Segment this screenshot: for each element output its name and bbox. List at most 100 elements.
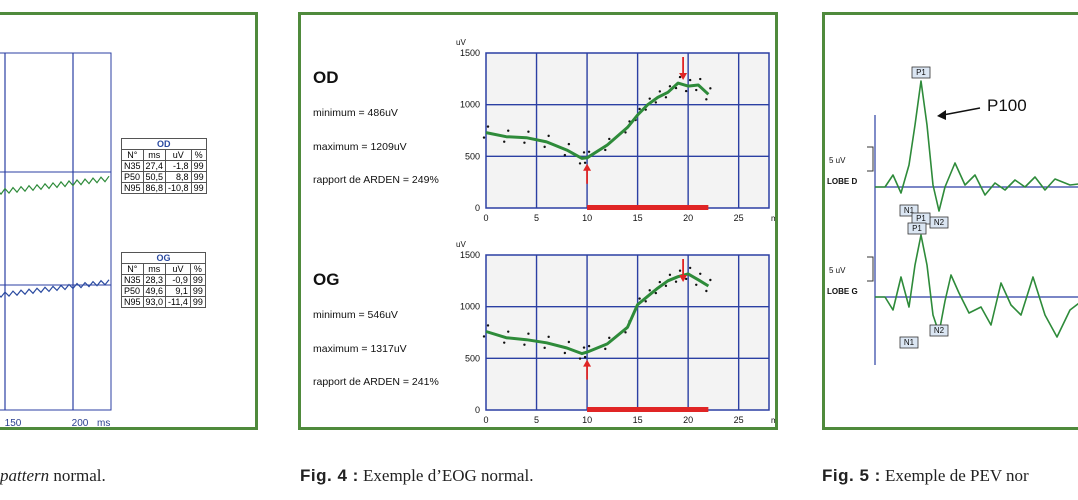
data-point bbox=[695, 88, 698, 92]
data-point bbox=[486, 324, 490, 327]
table-cell: 99 bbox=[189, 285, 206, 297]
data-point bbox=[658, 90, 662, 93]
table-cell: 99 bbox=[189, 274, 206, 286]
scale-bracket bbox=[867, 256, 874, 282]
data-point bbox=[709, 278, 712, 282]
data-point bbox=[705, 289, 708, 293]
data-point bbox=[664, 96, 668, 99]
table-header: ms bbox=[142, 149, 167, 161]
data-point bbox=[654, 101, 658, 104]
y-tick-label: 0 bbox=[475, 203, 480, 213]
data-point bbox=[486, 125, 490, 128]
data-point bbox=[527, 130, 530, 133]
data-point bbox=[583, 355, 587, 359]
data-point bbox=[587, 344, 591, 348]
peak-label: P1 bbox=[916, 68, 926, 77]
data-point bbox=[699, 272, 702, 275]
figure3-plot: 150 200 ms bbox=[0, 52, 112, 429]
y-tick-label: 1500 bbox=[460, 48, 480, 58]
data-point bbox=[567, 142, 571, 146]
data-point bbox=[543, 346, 546, 350]
series-line bbox=[485, 81, 710, 160]
peak-label-box bbox=[907, 222, 927, 235]
minimum-text: minimum = 546uV bbox=[313, 309, 398, 321]
x-tick-label: 5 bbox=[534, 415, 539, 425]
data-point bbox=[688, 78, 692, 82]
table-cell: 99 bbox=[189, 296, 206, 308]
plot-area bbox=[485, 254, 770, 411]
data-point bbox=[503, 140, 506, 143]
data-point bbox=[608, 336, 611, 340]
data-point bbox=[503, 341, 506, 344]
peak-label: P1 bbox=[912, 224, 922, 233]
table-header: uV bbox=[165, 263, 191, 275]
table-row: P50 50,5 8,8 99 bbox=[121, 171, 207, 183]
data-point bbox=[507, 129, 510, 132]
peak-label-box bbox=[911, 66, 931, 79]
eye-label: OD bbox=[313, 68, 339, 87]
dark-period-bar bbox=[587, 205, 709, 210]
data-point bbox=[578, 357, 582, 360]
table-cell: -0,9 bbox=[165, 274, 191, 286]
maximum-text: maximum = 1317uV bbox=[313, 343, 407, 355]
x-tick-label: 10 bbox=[582, 213, 592, 223]
data-point bbox=[684, 277, 688, 281]
x-tick-label: 10 bbox=[582, 415, 592, 425]
data-point bbox=[547, 335, 550, 339]
table-cell: P50 bbox=[121, 171, 144, 183]
table-row: P50 49,6 9,1 99 bbox=[121, 285, 206, 297]
table-row: N95 93,0 -11,4 99 bbox=[121, 296, 206, 308]
od-trace bbox=[0, 175, 110, 196]
data-point bbox=[668, 273, 672, 277]
table-cell: 93,0 bbox=[142, 296, 167, 308]
peak-label: P1 bbox=[916, 214, 926, 223]
caption-text: Exemple d’EOG normal. bbox=[358, 466, 534, 485]
y-tick-label: 1000 bbox=[460, 100, 480, 110]
min-marker-head bbox=[583, 359, 592, 367]
table-cell: 99 bbox=[190, 171, 207, 183]
caption-italic: pattern bbox=[0, 466, 50, 485]
x-axis-unit: mn bbox=[771, 416, 778, 425]
table-cell: P50 bbox=[121, 285, 144, 297]
table-cell: 27,4 bbox=[142, 160, 167, 172]
x-tick-label: 20 bbox=[683, 213, 693, 223]
table-cell: 28,3 bbox=[142, 274, 167, 286]
table-cell: -1,8 bbox=[165, 160, 192, 172]
x-tick-label: 0 bbox=[483, 213, 488, 223]
table-cell: -11,4 bbox=[165, 296, 191, 308]
table-cell: 8,8 bbox=[165, 171, 192, 183]
data-point bbox=[688, 266, 692, 270]
data-point bbox=[482, 136, 486, 139]
table-row: N35 27,4 -1,8 99 bbox=[121, 160, 207, 172]
caption-label: Fig. 4 : bbox=[300, 466, 359, 485]
x-tick-label: 200 bbox=[72, 418, 89, 429]
data-point bbox=[608, 137, 611, 141]
plot-area bbox=[0, 52, 112, 411]
data-point bbox=[695, 283, 698, 286]
scale-label: 5 uV bbox=[829, 266, 846, 275]
table-cell: 99 bbox=[190, 182, 207, 194]
x-tick-label: 15 bbox=[633, 213, 643, 223]
og-table: OG N° ms uV % N35 28,3 -0,9 99 P50 49,6 … bbox=[121, 252, 206, 308]
minimum-text: minimum = 486uV bbox=[313, 107, 398, 119]
maximum-text: maximum = 1209uV bbox=[313, 141, 407, 153]
eye-label: OG bbox=[313, 270, 339, 289]
data-point bbox=[648, 97, 651, 100]
data-point bbox=[654, 291, 658, 295]
peak-label-box bbox=[929, 324, 949, 337]
data-point bbox=[664, 284, 668, 288]
table-cell: 49,6 bbox=[142, 285, 167, 297]
y-tick-label: 1000 bbox=[460, 302, 480, 312]
x-tick-label: 0 bbox=[483, 415, 488, 425]
max-marker-head bbox=[679, 73, 688, 80]
x-tick-label: 25 bbox=[734, 213, 744, 223]
peak-label: N1 bbox=[904, 338, 915, 347]
dark-period-bar bbox=[587, 407, 709, 412]
figure5-caption: Fig. 5 : Exemple de PEV nor bbox=[822, 466, 1029, 486]
table-cell: 50,5 bbox=[142, 171, 167, 183]
table-cell: N95 bbox=[121, 296, 144, 308]
caption-text: normal. bbox=[49, 466, 106, 485]
data-point bbox=[582, 151, 586, 154]
table-header: N° bbox=[121, 263, 144, 275]
data-point bbox=[578, 162, 582, 165]
